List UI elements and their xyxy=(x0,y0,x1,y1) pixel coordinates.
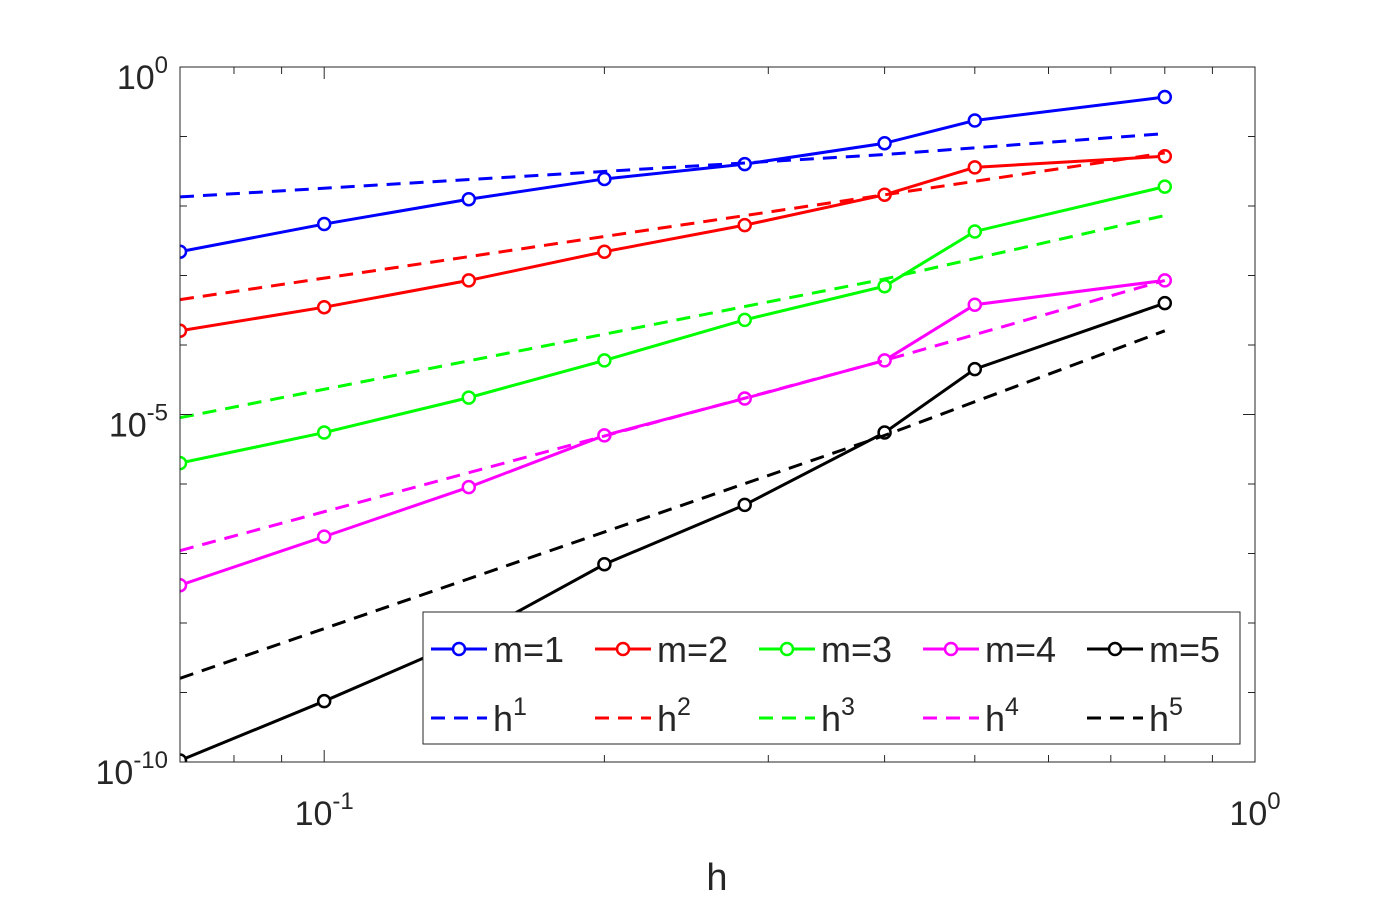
data-point-m-5 xyxy=(180,753,188,762)
series-layer xyxy=(180,89,1173,762)
legend-item-m-2: m=2 xyxy=(595,629,728,670)
legend-label: m=5 xyxy=(1149,629,1220,670)
legend-label: m=1 xyxy=(493,629,564,670)
data-point-m-1 xyxy=(316,216,332,232)
data-point-m-3 xyxy=(1157,179,1173,194)
data-point-m-2 xyxy=(461,273,477,288)
legend-label: m=3 xyxy=(821,629,892,670)
data-point-m-5 xyxy=(967,361,983,377)
data-point-m-1 xyxy=(597,171,612,187)
legend-label: h3 xyxy=(821,693,855,739)
x-tick-label: 100 xyxy=(1229,788,1280,833)
series-m-2 xyxy=(180,148,1173,339)
series-line-h4 xyxy=(180,278,1166,553)
y-tick-label: 10-10 xyxy=(95,747,168,792)
data-point-m-4 xyxy=(461,479,477,495)
series-h5-reference xyxy=(180,329,1166,680)
legend-marker xyxy=(1107,641,1123,657)
legend-label: h5 xyxy=(1149,693,1183,739)
series-line-m-5 xyxy=(180,301,1166,762)
data-point-m-1 xyxy=(1157,89,1173,105)
legend-item-m-3: m=3 xyxy=(759,629,892,670)
legend-label: h2 xyxy=(657,693,691,739)
data-point-m-2 xyxy=(1157,148,1173,164)
series-line-h1 xyxy=(180,132,1165,199)
series-line-h3 xyxy=(180,214,1166,420)
data-point-m-3 xyxy=(461,390,477,405)
series-h3-reference xyxy=(180,214,1166,420)
tick-label-layer: 10-1 100 10-10 10-5 100 xyxy=(95,52,1280,833)
legend-label: h1 xyxy=(493,693,527,739)
legend-item-m-1: m=1 xyxy=(431,629,564,670)
legend-item-m-4: m=4 xyxy=(923,629,1056,670)
data-point-m-5 xyxy=(597,557,612,572)
data-point-m-3 xyxy=(597,353,612,368)
data-point-m-5 xyxy=(316,693,332,709)
series-line-m-1 xyxy=(180,95,1165,254)
data-point-m-4 xyxy=(967,297,983,312)
series-h1-reference xyxy=(180,132,1165,199)
legend-label: h4 xyxy=(985,693,1019,739)
data-point-m-3 xyxy=(180,455,188,471)
legend-marker xyxy=(943,641,959,657)
series-h4-reference xyxy=(180,278,1166,553)
data-point-m-3 xyxy=(877,279,892,294)
legend-label: m=4 xyxy=(985,629,1056,670)
legend-item-m-5: m=5 xyxy=(1087,629,1220,670)
y-tick-label: 10-5 xyxy=(109,400,168,445)
series-m-3 xyxy=(180,179,1173,471)
data-point-m-2 xyxy=(180,323,188,339)
tick-layer xyxy=(179,66,1256,763)
series-h2-reference xyxy=(180,151,1166,302)
legend-marker xyxy=(451,641,467,657)
data-point-m-4 xyxy=(316,529,332,544)
legend-marker xyxy=(779,641,795,657)
data-point-m-2 xyxy=(597,244,612,259)
series-line-h2 xyxy=(180,151,1166,302)
legend-marker xyxy=(615,641,631,657)
data-point-m-1 xyxy=(461,192,477,207)
legend-box xyxy=(422,611,1241,745)
x-tick-label: 10-1 xyxy=(295,788,354,833)
data-point-m-4 xyxy=(180,577,188,593)
legend-item-h2: h2 xyxy=(595,693,691,739)
data-point-m-3 xyxy=(967,224,983,239)
data-point-m-1 xyxy=(877,135,892,151)
series-line-m-3 xyxy=(180,185,1166,465)
series-line-h5 xyxy=(180,329,1166,680)
y-tick-label: 100 xyxy=(117,52,168,97)
legend-item-h4: h4 xyxy=(923,693,1019,739)
series-line-m-2 xyxy=(180,154,1165,333)
data-point-m-2 xyxy=(967,160,983,175)
data-point-m-2 xyxy=(316,299,332,315)
data-point-m-3 xyxy=(737,312,752,328)
data-point-m-4 xyxy=(877,353,892,368)
data-point-m-5 xyxy=(737,497,752,513)
data-point-m-1 xyxy=(180,244,188,259)
legend-label: m=2 xyxy=(657,629,728,670)
legend-item-h3: h3 xyxy=(759,693,855,739)
legend: m=1 m=2 m=3 m=4 m=5 h1 h2 h3 h4 h5 xyxy=(422,611,1241,745)
data-point-m-1 xyxy=(967,113,983,128)
data-point-m-3 xyxy=(316,425,332,440)
legend-item-h1: h1 xyxy=(431,693,527,739)
data-point-m-2 xyxy=(737,217,752,233)
x-axis-label: h xyxy=(706,857,727,898)
legend-item-h5: h5 xyxy=(1087,693,1183,739)
data-point-m-5 xyxy=(1157,295,1173,311)
